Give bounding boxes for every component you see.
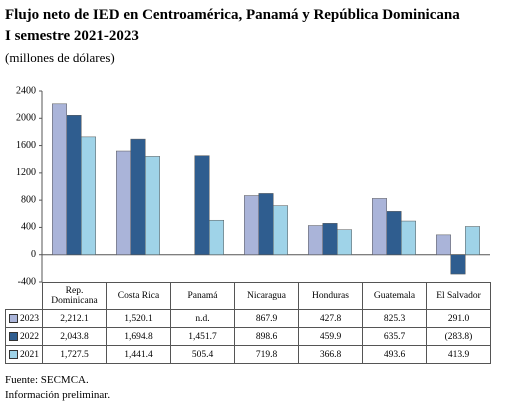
y-tick-label: 2000 <box>16 113 36 124</box>
value-label: 2,212.1 <box>42 309 107 328</box>
legend-label: 2023 <box>20 313 39 324</box>
y-tick-label: -400 <box>18 276 36 287</box>
chart-subtitle: I semestre 2021-2023 <box>5 28 139 44</box>
legend-swatch <box>9 331 18 341</box>
bar <box>116 150 131 255</box>
category-label: Rep. Dominicana <box>42 282 107 310</box>
y-tick-label: 0 <box>31 249 36 260</box>
series-row: 2023 2,212.1 1,520.1 n.d. 867.9 427.8 825.3 291… <box>5 309 491 328</box>
value-label: 493.6 <box>362 345 427 364</box>
value-label: 459.9 <box>298 327 363 346</box>
value-label: 1,520.1 <box>106 309 171 328</box>
legend-label: 2022 <box>20 331 39 342</box>
category-label: Honduras <box>298 282 363 310</box>
value-label: 867.9 <box>234 309 299 328</box>
bar <box>401 220 416 255</box>
value-label: 505.4 <box>170 345 235 364</box>
legend-cell: 2023 <box>5 309 43 328</box>
bar <box>81 136 96 255</box>
category-label: El Salvador <box>426 282 491 310</box>
note: Fuente: SECMCA. <box>5 374 89 386</box>
bar <box>194 155 210 255</box>
value-label: 1,694.8 <box>106 327 171 346</box>
category-label: Panamá <box>170 282 235 310</box>
bar <box>337 229 352 255</box>
value-label: 2,043.8 <box>42 327 107 346</box>
legend-swatch <box>9 313 18 323</box>
y-tick-label: 1200 <box>16 167 36 178</box>
bar <box>130 138 146 255</box>
bar <box>450 254 466 275</box>
value-label: 413.9 <box>426 345 491 364</box>
value-label: 719.8 <box>234 345 299 364</box>
bar <box>308 225 323 255</box>
y-tick-label: 400 <box>21 222 36 233</box>
value-label: 427.8 <box>298 309 363 328</box>
category-label: Guatemala <box>362 282 427 310</box>
value-label: 898.6 <box>234 327 299 346</box>
value-label: 635.7 <box>362 327 427 346</box>
y-tick-label: 800 <box>21 194 36 205</box>
legend-cell: 2022 <box>5 327 43 346</box>
unit-label: (millones de dólares) <box>5 50 115 65</box>
data-table: Rep. Dominicana Costa Rica Panamá Nicaragua… <box>5 282 491 364</box>
value-label: 1,727.5 <box>42 345 107 364</box>
series-row: 2021 1,727.5 1,441.4 505.4 719.8 366.8 493.6 41… <box>5 345 491 364</box>
header-row: Rep. Dominicana Costa Rica Panamá Nicaragua… <box>5 282 491 310</box>
y-tick-label: 1600 <box>16 140 36 151</box>
bar <box>258 193 274 255</box>
note: Información preliminar. <box>5 389 111 401</box>
notes: Fuente: SECMCA. Información preliminar. <box>5 373 110 403</box>
bar <box>386 211 402 255</box>
bar <box>244 195 259 255</box>
bar <box>209 219 224 255</box>
value-label: 825.3 <box>362 309 427 328</box>
category-label: Costa Rica <box>106 282 171 310</box>
value-label: 291.0 <box>426 309 491 328</box>
legend-label: 2021 <box>20 349 39 360</box>
chart-title: Flujo neto de IED en Centroamérica, Pana… <box>5 7 460 23</box>
bar <box>66 115 82 255</box>
category-label: Nicaragua <box>234 282 299 310</box>
corner-cell <box>5 282 43 310</box>
y-tick-label: 2400 <box>16 85 36 96</box>
series-row: 2022 2,043.8 1,694.8 1,451.7 898.6 459.9 635.7… <box>5 327 491 346</box>
value-label: (283.8) <box>426 327 491 346</box>
bar <box>372 198 387 255</box>
bar <box>145 156 160 255</box>
bar <box>273 205 288 255</box>
legend-swatch <box>9 349 18 359</box>
legend-cell: 2021 <box>5 345 43 364</box>
bar <box>436 234 451 255</box>
value-label: 1,451.7 <box>170 327 235 346</box>
value-label: 1,441.4 <box>106 345 171 364</box>
value-label: n.d. <box>170 309 235 328</box>
bar <box>322 223 338 255</box>
value-label: 366.8 <box>298 345 363 364</box>
bar <box>465 226 480 255</box>
bar <box>52 103 67 255</box>
